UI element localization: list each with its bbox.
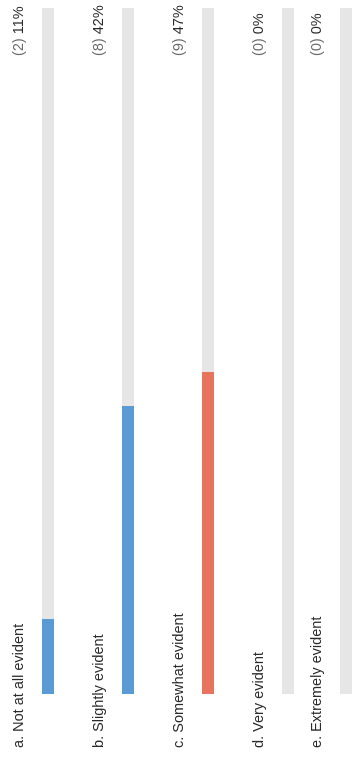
- option-percent: 0%: [309, 13, 325, 35]
- option-e: e. Extremely evident (0)0%: [308, 0, 352, 762]
- option-count: (9): [171, 38, 187, 56]
- progress-track: [122, 8, 134, 694]
- option-count: (0): [309, 38, 325, 56]
- option-label: d. Very evident: [251, 652, 267, 748]
- option-label: e. Extremely evident: [309, 616, 325, 748]
- option-b: b. Slightly evident (8)42%: [90, 0, 134, 762]
- option-a: a. Not at all evident (2)11%: [10, 0, 54, 762]
- progress-fill: [42, 618, 54, 694]
- option-percent: 47%: [171, 5, 187, 35]
- option-percent: 0%: [251, 13, 267, 35]
- option-c: c. Somewhat evident (9)47%: [170, 0, 214, 762]
- progress-track: [282, 8, 294, 694]
- option-d: d. Very evident (0)0%: [250, 0, 294, 762]
- progress-track: [42, 8, 54, 694]
- progress-fill: [122, 405, 134, 694]
- option-label: c. Somewhat evident: [171, 613, 187, 748]
- option-count: (0): [251, 38, 267, 56]
- option-stat: (8)42%: [90, 5, 108, 56]
- option-count: (2): [11, 38, 27, 56]
- progress-fill: [202, 371, 214, 694]
- option-percent: 42%: [91, 5, 107, 35]
- progress-track: [202, 8, 214, 694]
- option-percent: 11%: [11, 6, 27, 35]
- option-stat: (0)0%: [308, 13, 326, 56]
- option-count: (8): [91, 38, 107, 56]
- option-stat: (9)47%: [170, 5, 188, 56]
- option-stat: (2)11%: [10, 6, 28, 56]
- option-label: a. Not at all evident: [11, 623, 27, 748]
- progress-track: [340, 8, 352, 694]
- option-label: b. Slightly evident: [91, 634, 107, 748]
- option-stat: (0)0%: [250, 13, 268, 56]
